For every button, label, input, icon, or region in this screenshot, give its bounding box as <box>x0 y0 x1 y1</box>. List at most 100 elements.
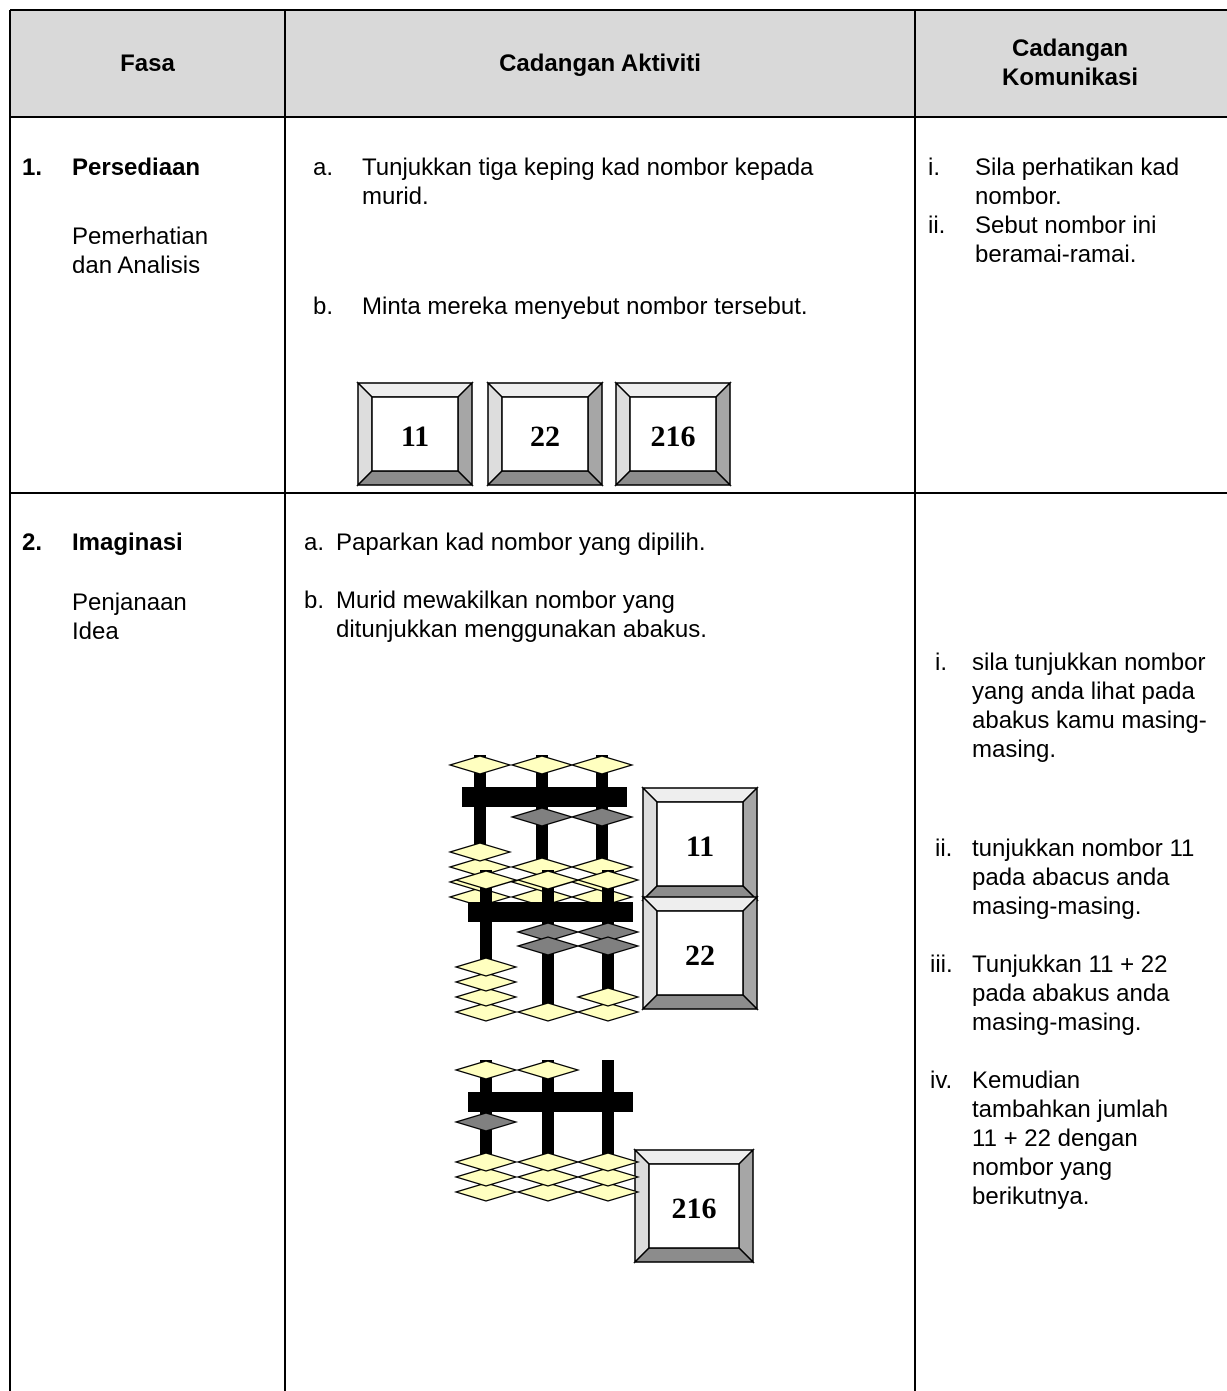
abacus-bead <box>453 1112 519 1132</box>
phase-number: 1. <box>22 154 43 181</box>
card-number: 11 <box>686 830 714 863</box>
card-bevel <box>641 994 759 1010</box>
abacus-bead <box>515 936 581 956</box>
card-bevel <box>742 786 758 902</box>
abacus-bead <box>569 755 635 775</box>
list-marker: a. <box>304 529 325 556</box>
list-marker: b. <box>304 587 325 614</box>
communication-text: Kemudian tambahkan jumlah 11 + 22 dengan… <box>972 1067 1169 1210</box>
card-bevel <box>634 1148 650 1264</box>
abacus-bead <box>453 987 519 1007</box>
abacus-bead <box>453 972 519 992</box>
card-bevel <box>633 1149 755 1165</box>
card-bevel <box>742 895 758 1011</box>
list-marker: b. <box>313 293 334 320</box>
card-face <box>371 396 459 472</box>
abacus-bead <box>575 1152 641 1172</box>
abacus-bead <box>575 936 641 956</box>
abacus-bead <box>575 1182 641 1202</box>
card-bevel <box>614 470 732 486</box>
abacus-bead <box>453 957 519 977</box>
card-bevel <box>357 381 373 487</box>
abacus-bar <box>468 1092 633 1112</box>
activity-text: Paparkan kad nombor yang dipilih. <box>336 529 706 556</box>
activity-text: Murid mewakilkan nombor yang ditunjukkan… <box>336 587 707 643</box>
number-card: 22 <box>486 381 604 487</box>
abacus-bead <box>453 1152 519 1172</box>
card-bevel <box>587 381 603 487</box>
card-bevel <box>615 381 631 487</box>
list-marker: iv. <box>930 1067 953 1094</box>
table-grid <box>9 9 1227 1391</box>
card-bevel <box>487 381 503 487</box>
communication-text: tunjukkan nombor 11 pada abacus anda mas… <box>972 835 1195 920</box>
list-marker: a. <box>313 154 334 181</box>
abacus <box>447 755 635 907</box>
abacus-bead <box>515 1060 581 1080</box>
abacus <box>453 870 641 1022</box>
list-marker: i. <box>935 649 947 676</box>
card-bevel <box>356 470 474 486</box>
abacus-bead <box>453 1060 519 1080</box>
communication-text: Sila perhatikan kad nombor. <box>975 154 1180 210</box>
card-face <box>501 396 589 472</box>
activity-text: Tunjukkan tiga keping kad nombor kepada … <box>362 154 814 210</box>
abacus-bead <box>515 1152 581 1172</box>
phase-description: Pemerhatian dan Analisis <box>72 223 209 279</box>
abacus-bead <box>569 857 635 877</box>
card-face <box>629 396 717 472</box>
header-cell: Cadangan Aktiviti <box>499 50 701 77</box>
abacus-bead <box>575 987 641 1007</box>
card-number: 216 <box>651 420 696 453</box>
card-bevel <box>738 1148 754 1264</box>
communication-text: sila tunjukkan nombor yang anda lihat pa… <box>972 649 1207 763</box>
card-bevel <box>633 1247 755 1263</box>
card-number: 11 <box>401 420 429 453</box>
card-number: 22 <box>685 939 715 972</box>
abacus-bead <box>575 1167 641 1187</box>
card-bevel <box>641 896 759 912</box>
number-card: 216 <box>614 381 732 487</box>
abacus-bead <box>447 755 513 775</box>
abacus-bead <box>447 842 513 862</box>
abacus-bead <box>569 807 635 827</box>
number-card: 11 <box>641 786 759 902</box>
phase-title: Persediaan <box>72 154 201 181</box>
header-background <box>10 10 1227 117</box>
card-number: 22 <box>530 420 560 453</box>
card-face <box>648 1163 740 1249</box>
number-card: 216 <box>633 1148 755 1264</box>
card-bevel <box>715 381 731 487</box>
phase-number: 2. <box>22 529 43 556</box>
abacus-bar <box>468 902 633 922</box>
phase-description: Penjanaan Idea <box>72 589 187 645</box>
abacus-bead <box>509 755 575 775</box>
abacus-bead <box>575 1002 641 1022</box>
header-cell: Cadangan Komunikasi <box>1001 35 1139 91</box>
card-face <box>656 801 744 887</box>
card-bevel <box>457 381 473 487</box>
card-bevel <box>641 787 759 803</box>
abacus-bead <box>575 870 641 890</box>
list-marker: iii. <box>930 951 953 978</box>
list-marker: i. <box>928 154 940 181</box>
number-card: 22 <box>641 895 759 1011</box>
abacus-bead <box>515 1002 581 1022</box>
abacus-bead <box>575 922 641 942</box>
abacus-bead <box>509 807 575 827</box>
card-bevel <box>486 470 604 486</box>
header-cell: Fasa <box>120 50 175 77</box>
communication-text: Sebut nombor ini beramai-ramai. <box>975 212 1157 268</box>
card-bevel <box>356 382 474 398</box>
card-bevel <box>486 382 604 398</box>
communication-text: Tunjukkan 11 + 22 pada abakus anda masin… <box>972 951 1170 1036</box>
card-bevel <box>642 895 658 1011</box>
list-marker: ii. <box>935 835 953 862</box>
card-face <box>656 910 744 996</box>
activity-text: Minta mereka menyebut nombor tersebut. <box>362 293 808 320</box>
abacus-bar <box>462 787 627 807</box>
list-marker: ii. <box>928 212 946 239</box>
card-bevel <box>642 786 658 902</box>
